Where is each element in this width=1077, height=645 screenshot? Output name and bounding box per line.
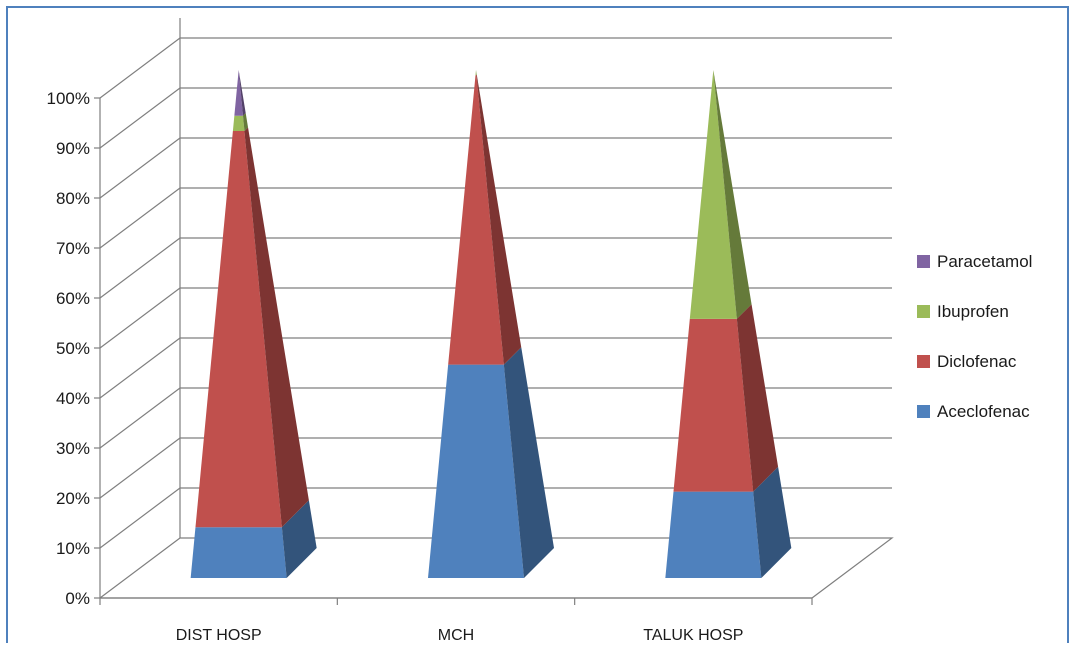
- pyramid-segment-ibuprofen: [689, 70, 737, 319]
- gridline-side: [99, 437, 181, 499]
- y-axis-ticks: 0% 10% 20% 30% 40% 50% 60% 70% 80% 90% 100%: [47, 89, 100, 608]
- pyramid-segment-side-paracetamol: [238, 70, 246, 116]
- pyramid-segment-side-diclofenac: [476, 74, 522, 365]
- pyramid-0: [190, 70, 317, 578]
- pyramid-segment-aceclofenac: [665, 491, 762, 578]
- y-tick-label: 70%: [56, 239, 90, 258]
- legend-label-diclofenac: Diclofenac: [937, 352, 1017, 371]
- pyramid-segment-side-ibuprofen: [242, 113, 249, 131]
- pyramid-segment-diclofenac: [673, 318, 754, 492]
- pyramid-segment-side-diclofenac: [244, 127, 309, 528]
- chart-area: [6, 6, 1069, 643]
- pyramid-1: [428, 70, 554, 578]
- legend-label-paracetamol: Paracetamol: [937, 252, 1032, 271]
- y-tick-label: 20%: [56, 489, 90, 508]
- gridline-side: [99, 87, 181, 149]
- legend-label-aceclofenac: Aceclofenac: [937, 402, 1030, 421]
- pyramid-segment-side-aceclofenac: [753, 466, 792, 578]
- legend-label-ibuprofen: Ibuprofen: [937, 302, 1009, 321]
- gridline-side: [99, 387, 181, 449]
- y-tick-label: 100%: [47, 89, 90, 108]
- pyramid-segment-side-aceclofenac: [281, 500, 317, 578]
- pyramid-segment-side-aceclofenac: [503, 347, 554, 578]
- pyramid-segment-side-ibuprofen: [476, 70, 477, 76]
- y-tick-label: 40%: [56, 389, 90, 408]
- pyramid-segment-paracetamol: [234, 70, 243, 116]
- gridline-side: [99, 237, 181, 299]
- pyramid-2: [665, 70, 792, 578]
- pyramid-segment-side-ibuprofen: [713, 70, 752, 319]
- y-tick-label: 50%: [56, 339, 90, 358]
- legend-swatch-paracetamol: [917, 255, 930, 268]
- gridline-side: [99, 287, 181, 349]
- gridline-side: [99, 187, 181, 249]
- pyramids: [190, 70, 792, 578]
- chart-walls: [99, 18, 181, 598]
- y-tick-label: 30%: [56, 439, 90, 458]
- x-axis: [99, 597, 813, 605]
- pyramid-segment-ibuprofen: [475, 70, 477, 76]
- category-labels: DIST HOSP MCH TALUK HOSP: [176, 627, 744, 644]
- category-label: MCH: [438, 627, 474, 644]
- pyramid-segment-ibuprofen: [232, 115, 245, 131]
- pyramid-segment-diclofenac: [195, 130, 282, 528]
- legend: Paracetamol Ibuprofen Diclofenac Aceclofena…: [917, 252, 1032, 421]
- legend-swatch-diclofenac: [917, 355, 930, 368]
- legend-swatch-ibuprofen: [917, 305, 930, 318]
- legend-swatch-aceclofenac: [917, 405, 930, 418]
- gridline-side: [99, 137, 181, 199]
- gridline-side: [99, 37, 181, 99]
- y-tick-label: 90%: [56, 139, 90, 158]
- pyramid-segment-diclofenac: [448, 75, 504, 365]
- category-label: TALUK HOSP: [643, 627, 743, 644]
- y-tick-label: 80%: [56, 189, 90, 208]
- y-tick-label: 10%: [56, 539, 90, 558]
- y-tick-label: 0%: [65, 589, 90, 608]
- gridline-side: [99, 337, 181, 399]
- category-label: DIST HOSP: [176, 627, 262, 644]
- gridline-side: [99, 487, 181, 549]
- y-tick-label: 60%: [56, 289, 90, 308]
- pyramid-segment-side-diclofenac: [736, 304, 779, 492]
- pyramid-segment-aceclofenac: [428, 364, 524, 578]
- pyramid-segment-aceclofenac: [190, 527, 287, 578]
